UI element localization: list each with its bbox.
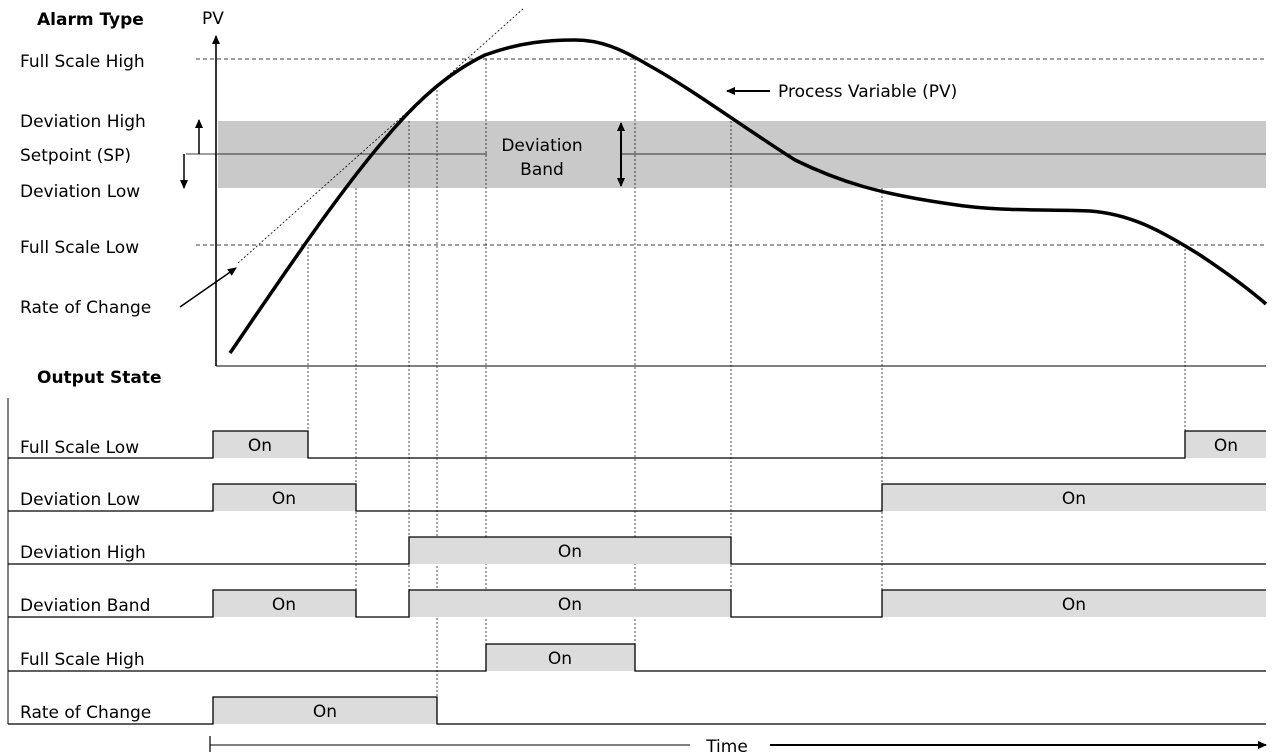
row-label: Rate of Change	[20, 703, 151, 723]
alarm-type-header: Alarm Type	[37, 10, 144, 30]
label-full-scale-high: Full Scale High	[20, 52, 145, 72]
on-label: On	[1062, 595, 1086, 615]
row-deviation-low: Deviation Low On On	[8, 483, 1266, 512]
row-full-scale-low: Full Scale Low On On	[8, 430, 1266, 459]
row-label: Deviation Low	[20, 490, 140, 510]
row-label: Full Scale Low	[20, 438, 139, 458]
on-label: On	[1214, 436, 1238, 456]
process-variable-label: Process Variable (PV)	[778, 82, 957, 102]
rate-of-change-arrow	[179, 267, 237, 308]
deviation-band-label-1: Deviation	[501, 136, 582, 156]
label-full-scale-low: Full Scale Low	[20, 238, 139, 258]
transition-lines	[307, 59, 1186, 724]
on-label: On	[1062, 489, 1086, 509]
pv-label: PV	[202, 9, 224, 29]
row-label: Deviation High	[20, 543, 146, 563]
label-rate-of-change: Rate of Change	[20, 298, 151, 318]
on-label: On	[558, 595, 582, 615]
row-label: Deviation Band	[20, 596, 150, 616]
on-label: On	[272, 489, 296, 509]
label-deviation-low: Deviation Low	[20, 182, 140, 202]
on-label: On	[558, 542, 582, 562]
output-state-header: Output State	[37, 368, 162, 388]
on-label: On	[548, 649, 572, 669]
deviation-band-label-2: Band	[520, 160, 564, 180]
row-full-scale-high: Full Scale High On	[8, 643, 1266, 672]
row-deviation-band: Deviation Band On On On	[8, 589, 1266, 618]
on-label: On	[272, 595, 296, 615]
process-variable-curve	[228, 38, 1268, 354]
on-label: On	[313, 702, 337, 722]
label-deviation-high: Deviation High	[20, 112, 146, 132]
row-deviation-high: Deviation High On	[8, 536, 1266, 565]
deviation-band-area	[218, 121, 1266, 188]
label-setpoint: Setpoint (SP)	[20, 146, 131, 166]
row-label: Full Scale High	[20, 650, 145, 670]
row-rate-of-change: Rate of Change On	[8, 696, 1266, 725]
time-label: Time	[705, 737, 748, 755]
on-label: On	[248, 436, 272, 456]
